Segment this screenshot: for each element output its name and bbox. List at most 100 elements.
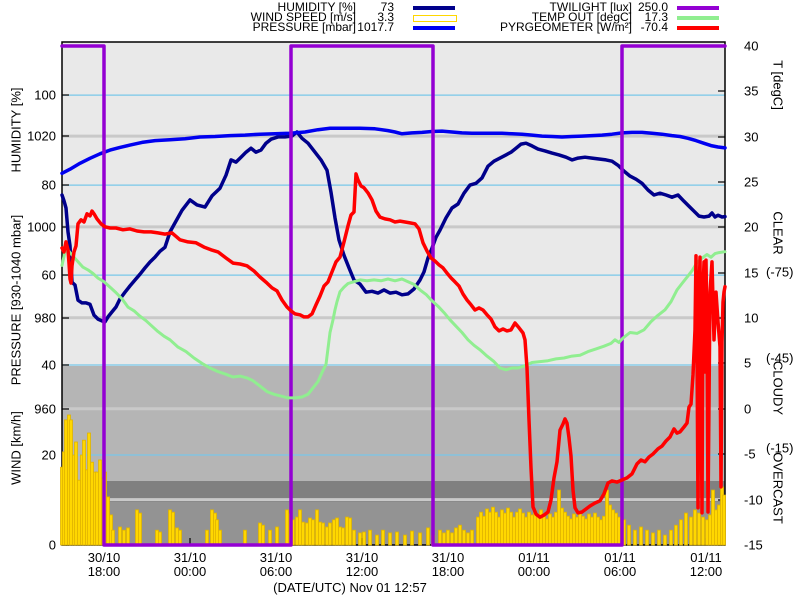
legend-value-temp: 17.3 xyxy=(644,10,668,24)
y-left-tick-label: 40 xyxy=(41,357,56,373)
wind-bar xyxy=(338,526,342,546)
wind-bar xyxy=(368,529,372,546)
wind-bar xyxy=(645,529,649,546)
x-tick-label: 31/10 06:00 xyxy=(259,550,293,579)
wind-bar xyxy=(268,529,272,546)
wind-bar xyxy=(122,529,126,546)
legend-swatch-temp xyxy=(677,16,719,20)
legend-label-twilight: TWILIGHT [lux] xyxy=(549,0,632,14)
wind-bar xyxy=(657,529,661,546)
y-right-tick-label: 25 xyxy=(744,174,759,190)
wind-bar xyxy=(298,509,302,546)
humidity-series-line xyxy=(60,130,727,324)
legend-value-humidity: 73 xyxy=(380,0,394,14)
wind-bar xyxy=(542,515,546,546)
wind-bar xyxy=(593,512,597,546)
wind-bar xyxy=(454,527,458,546)
wind-bar xyxy=(321,522,325,546)
wind-bar xyxy=(168,509,172,546)
wind-bar xyxy=(497,516,501,546)
wind-bar xyxy=(554,511,558,546)
wind-bar xyxy=(651,532,655,546)
wind-bar xyxy=(617,516,621,546)
wind-bar xyxy=(175,527,179,546)
wind-bar xyxy=(171,511,175,546)
wind-bar xyxy=(569,518,573,546)
y-right-tick-label: -15 xyxy=(744,537,763,553)
wind-bar xyxy=(311,519,315,546)
legend-swatch-humidity xyxy=(413,6,455,10)
wind-bar xyxy=(722,494,726,546)
wind-bar xyxy=(590,516,594,546)
wind-bar xyxy=(258,522,262,546)
wind-bar xyxy=(352,529,356,546)
wind-bar xyxy=(285,509,289,546)
y-right-tick-label: 40 xyxy=(744,38,759,54)
wind-bar xyxy=(118,526,122,546)
wind-bar xyxy=(69,419,73,546)
pyrgeometer-threshold-label: (-75) xyxy=(766,264,794,280)
y-axis-rotated-label: WIND [km/h] xyxy=(8,411,24,485)
wind-bar xyxy=(674,524,678,546)
legend-swatch-twilight xyxy=(677,6,719,10)
legend-label-wind: WIND SPEED [m/s] xyxy=(250,10,356,24)
wind-bar xyxy=(410,530,414,546)
wind-bar xyxy=(77,479,81,546)
wind-bar xyxy=(210,509,214,546)
wind-bar xyxy=(608,504,612,546)
x-tick-label: 31/10 12:00 xyxy=(345,550,379,579)
wind-bar xyxy=(308,517,312,546)
sky-condition-label: CLOUDY xyxy=(770,360,786,416)
wind-bar xyxy=(305,522,309,546)
x-axis-title: (DATE/UTC) Nov 01 12:57 xyxy=(273,580,427,595)
y-right-tick-label: 30 xyxy=(744,129,759,145)
legend-label-temp: TEMP OUT [degC] xyxy=(531,10,632,24)
x-tick-label: 31/10 18:00 xyxy=(431,550,465,579)
wind-bar xyxy=(335,517,339,546)
wind-bar xyxy=(689,516,693,546)
legend-value-twilight: 250.0 xyxy=(637,0,668,14)
wind-bar xyxy=(605,489,609,546)
y-left-tick-label: 0 xyxy=(48,537,56,553)
x-tick-label: 30/10 18:00 xyxy=(87,550,121,579)
wind-bar xyxy=(442,532,446,546)
wind-bar xyxy=(527,511,531,546)
wind-bar xyxy=(563,511,567,546)
wind-bar xyxy=(438,529,442,546)
wind-bar xyxy=(614,512,618,546)
wind-bar xyxy=(639,526,643,546)
legend-swatch-pressure xyxy=(413,26,455,30)
wind-bar xyxy=(705,519,709,546)
x-tick-label: 31/10 00:00 xyxy=(173,550,207,579)
y-right-tick-label: -5 xyxy=(744,446,756,462)
wind-bar xyxy=(599,519,603,546)
legend-value-pyrgeometer: -70.4 xyxy=(640,20,668,34)
wind-bar xyxy=(509,511,513,546)
wind-bar xyxy=(479,511,483,546)
wind-bar xyxy=(158,531,162,546)
wind-bar xyxy=(566,515,570,546)
wind-bar xyxy=(669,529,673,546)
wind-bar xyxy=(341,527,345,546)
wind-bar xyxy=(551,516,555,546)
wind-bar xyxy=(243,529,247,546)
wind-bar xyxy=(506,507,510,546)
wind-bar xyxy=(578,511,582,546)
wind-bar xyxy=(155,529,159,546)
wind-bar xyxy=(426,527,430,546)
wind-bar xyxy=(524,516,528,546)
wind-bar xyxy=(521,512,525,546)
wind-bar xyxy=(470,529,474,546)
wind-bar xyxy=(611,509,615,546)
pyrgeometer-series-line xyxy=(60,172,727,519)
wind-bar xyxy=(627,524,631,546)
wind-bar xyxy=(348,517,352,546)
wind-bar xyxy=(701,516,705,546)
wind-bar xyxy=(572,513,576,546)
y-left-tick-label: 80 xyxy=(41,177,56,193)
wind-bar xyxy=(450,532,454,546)
y-left-tick-label: 100 xyxy=(34,87,56,103)
wind-bar xyxy=(714,509,718,546)
legend-swatch-wind xyxy=(413,15,457,22)
wind-bar xyxy=(684,512,688,546)
